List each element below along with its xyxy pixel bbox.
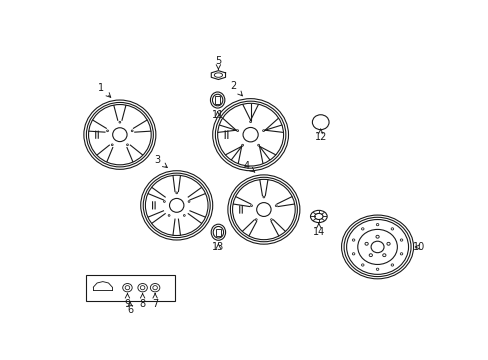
Text: 12: 12	[314, 129, 326, 143]
Bar	[216, 229, 220, 236]
Text: 11: 11	[211, 110, 224, 120]
Text: 2: 2	[230, 81, 242, 96]
Text: 4: 4	[243, 161, 254, 172]
Bar	[215, 96, 220, 104]
Text: 3: 3	[154, 155, 167, 167]
Text: 1: 1	[98, 82, 110, 97]
Text: 14: 14	[312, 224, 325, 237]
Text: 5: 5	[215, 56, 221, 69]
Text: 7: 7	[152, 293, 158, 309]
Text: 6: 6	[127, 302, 133, 315]
Bar	[85, 275, 175, 301]
Text: 10: 10	[412, 242, 425, 252]
Text: 9: 9	[124, 293, 130, 309]
Text: 8: 8	[139, 293, 145, 309]
Text: 13: 13	[212, 242, 224, 252]
